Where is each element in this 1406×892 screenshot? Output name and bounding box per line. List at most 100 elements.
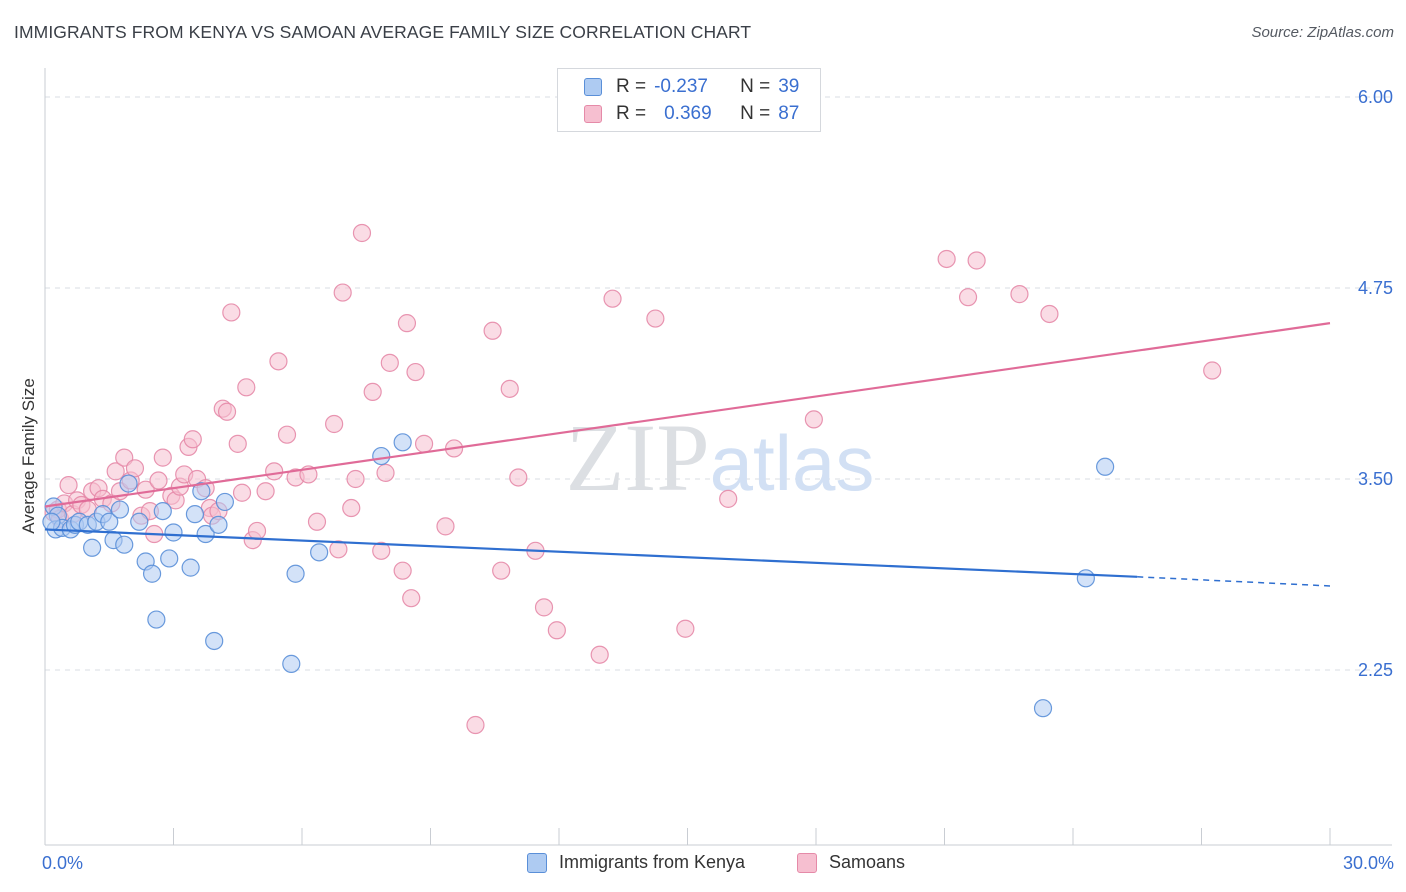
samoan-point — [603, 289, 622, 308]
samoan-point — [346, 469, 365, 489]
samoan-point — [509, 468, 528, 487]
kenya-point — [164, 523, 183, 542]
kenya-point — [142, 564, 162, 583]
samoan-point — [363, 382, 382, 402]
samoan-point — [466, 715, 485, 735]
kenya-point — [147, 610, 166, 629]
samoan-point — [590, 645, 609, 664]
trend-lines — [44, 322, 1331, 587]
legend-r-label: R = — [616, 76, 647, 97]
kenya-point — [1033, 699, 1053, 718]
y-tick-label: 4.75 — [1358, 278, 1393, 298]
legend-label-samoan: Samoans — [829, 852, 906, 872]
kenya-trend-extension — [1137, 576, 1331, 587]
samoan-point — [115, 448, 134, 467]
legend-n-value: 39 — [778, 76, 800, 97]
samoan-point — [277, 425, 297, 444]
samoan-point — [393, 561, 412, 580]
samoan-point — [269, 352, 288, 371]
kenya-point — [282, 654, 301, 673]
kenya-point — [1096, 457, 1115, 476]
samoan-point — [483, 321, 502, 340]
y-tick-label: 6.00 — [1358, 87, 1393, 107]
kenya-point — [196, 524, 215, 544]
legend-item-samoan: Samoans — [797, 852, 905, 873]
samoan-point — [228, 434, 247, 453]
kenya-point — [130, 512, 149, 531]
samoan-point — [547, 621, 566, 640]
legend-swatch-samoan — [584, 105, 602, 123]
x-tick-label-max: 30.0% — [1343, 853, 1394, 873]
kenya-point — [393, 433, 412, 452]
samoan-point — [372, 541, 391, 560]
legend-n-label: N = — [740, 103, 771, 124]
samoan-point — [153, 448, 172, 467]
kenya-point — [286, 564, 305, 583]
kenya-point — [192, 482, 211, 501]
x-tick-labels: 0.0% 30.0% — [42, 853, 1394, 873]
samoan-point — [59, 476, 78, 495]
legend-r-value: 0.369 — [664, 103, 712, 124]
samoan-point — [183, 430, 202, 449]
kenya-point — [215, 492, 234, 512]
kenya-point — [115, 535, 134, 554]
samoan-point — [1010, 285, 1029, 304]
x-tick-label-min: 0.0% — [42, 853, 83, 873]
samoan-point — [342, 498, 361, 518]
samoan-point — [149, 471, 168, 490]
y-axis-label: Average Family Size — [19, 378, 38, 534]
samoan-point — [106, 462, 125, 481]
chart-title: IMMIGRANTS FROM KENYA VS SAMOAN AVERAGE … — [14, 22, 752, 42]
kenya-point — [372, 446, 391, 466]
source-label: Source: ZipAtlas.com — [1251, 24, 1394, 41]
kenya-trend-line — [44, 528, 1138, 578]
samoan-point — [492, 561, 511, 580]
samoan-point — [325, 414, 344, 434]
y-tick-label: 3.50 — [1358, 469, 1393, 489]
samoan-trend-line — [44, 322, 1331, 508]
kenya-point — [119, 474, 138, 493]
samoan-point — [247, 521, 267, 541]
legend-r-label: R = — [616, 103, 647, 124]
samoan-point — [265, 462, 284, 481]
samoan-point — [967, 251, 986, 270]
legend-n-label: N = — [740, 76, 771, 97]
legend-row-kenya: R = -0.237 N = 39 — [558, 74, 799, 100]
y-tick-label: 2.25 — [1358, 660, 1393, 680]
kenya-point — [209, 515, 228, 534]
samoan-point — [333, 283, 352, 302]
legend-swatch-kenya — [584, 78, 602, 96]
samoan-point — [1203, 361, 1222, 380]
kenya-point — [205, 631, 224, 651]
kenya-point — [160, 549, 179, 568]
legend-swatch-samoan — [797, 852, 817, 873]
samoan-point — [329, 540, 348, 559]
samoan-point — [500, 379, 519, 398]
samoan-point — [804, 410, 823, 429]
legend-label-kenya: Immigrants from Kenya — [559, 852, 746, 872]
axes — [44, 68, 1392, 846]
kenya-point — [185, 505, 205, 524]
samoan-point — [436, 517, 455, 536]
samoan-point — [222, 303, 241, 322]
kenya-point — [42, 512, 61, 531]
y-tick-labels: 2.25 3.50 4.75 6.00 — [1358, 87, 1393, 680]
samoan-point — [256, 482, 275, 501]
samoan-point — [719, 489, 738, 508]
kenya-point — [153, 501, 172, 521]
samoan-point — [937, 249, 956, 269]
kenya-point — [181, 558, 200, 577]
samoan-point — [237, 378, 256, 397]
samoan-point — [376, 463, 395, 482]
samoan-point — [136, 480, 155, 499]
kenya-point — [110, 500, 130, 519]
legend-n-value: 87 — [778, 103, 800, 124]
samoan-point — [402, 589, 421, 608]
samoan-point — [217, 402, 237, 421]
legend-r-value: -0.237 — [654, 76, 708, 97]
data-points — [42, 223, 1222, 735]
kenya-point — [1076, 569, 1095, 588]
samoan-point — [125, 459, 145, 478]
kenya-point — [310, 543, 329, 562]
